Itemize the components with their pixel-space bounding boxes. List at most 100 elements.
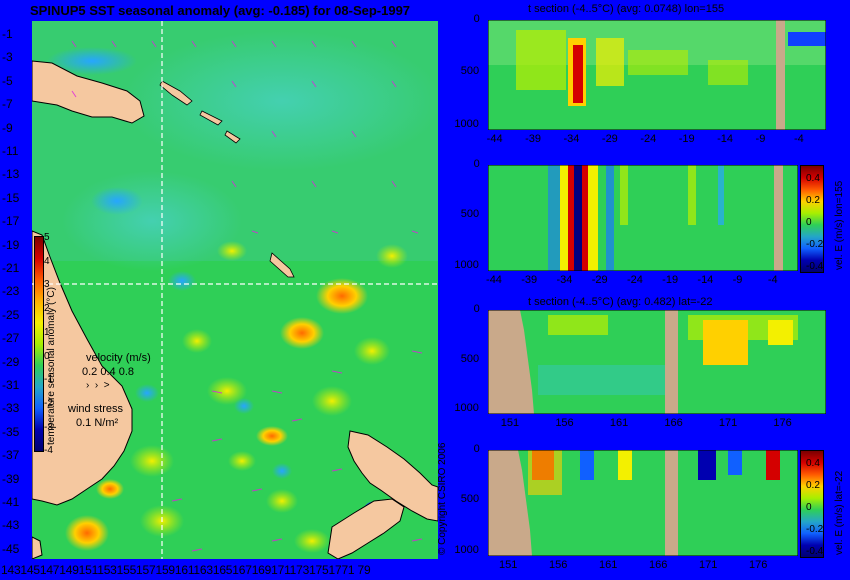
lat-tick-label: -7 xyxy=(2,97,13,112)
cool-region xyxy=(538,365,678,395)
warm-eddy xyxy=(96,479,124,499)
warm-eddy xyxy=(312,386,352,416)
lat-tick-label: -31 xyxy=(2,378,20,392)
new-zealand-land xyxy=(347,430,438,522)
lat-tick-label: -43 xyxy=(2,518,20,533)
cool-eddy xyxy=(168,271,196,291)
x-tick-label: -29 xyxy=(601,133,618,145)
lon-tick-labels: 1431451471491511531551571591611631651671… xyxy=(1,563,371,577)
x-tick-label: -44 xyxy=(486,274,502,286)
vel-band xyxy=(588,165,598,271)
x-tick-label: -34 xyxy=(556,274,573,286)
x-tick-label: -24 xyxy=(626,274,643,286)
vel-colorbar-tick: 0.4 xyxy=(806,173,820,184)
sst-colorbar-tick: -4 xyxy=(44,445,53,457)
x-tick-label: 156 xyxy=(549,559,568,571)
warm-eddy xyxy=(182,329,212,353)
velocity-legend-label: velocity (m/s) xyxy=(86,352,151,364)
x-tick-label: -19 xyxy=(662,274,679,286)
x-tick-label: -44 xyxy=(486,133,503,145)
land-mask xyxy=(776,20,785,130)
vel-band xyxy=(580,450,594,480)
vel-colorbar-tick: -0.4 xyxy=(806,546,824,557)
panel2-colorbar xyxy=(800,165,824,273)
island xyxy=(224,130,241,144)
x-tick-label: 176 xyxy=(773,417,792,429)
sst-colorbar-tick: 3 xyxy=(44,279,50,291)
warm-eddy xyxy=(294,529,330,553)
x-tick-label: 166 xyxy=(649,559,668,571)
sst-map xyxy=(32,21,438,559)
warm-eddy xyxy=(65,515,109,551)
vel-colorbar-tick: 0 xyxy=(806,502,812,513)
land-mask xyxy=(774,165,783,271)
x-tick-label: -19 xyxy=(678,133,695,145)
land-mask xyxy=(665,450,678,556)
warm-eddy xyxy=(130,445,174,477)
lat-tick-label: -39 xyxy=(2,471,20,486)
warm-eddy xyxy=(376,244,408,268)
velocity-legend-values: 0.2 0.4 0.8 xyxy=(82,366,134,378)
panel3-title: t section (-4..5°C) (avg: 0.482) lat=-22 xyxy=(528,296,713,308)
x-tick-label: -24 xyxy=(640,133,657,145)
warm-eddy xyxy=(280,317,324,349)
vel-band xyxy=(766,450,780,480)
eddy-teal xyxy=(122,31,438,171)
panel4-colorbar-label: vel. E (m/s) lat=-22 xyxy=(834,470,845,555)
vel-band xyxy=(568,165,574,271)
x-tick-label: -9 xyxy=(755,133,766,145)
sst-colorbar-tick: 0 xyxy=(44,350,50,362)
new-caledonia-land xyxy=(269,252,295,278)
cool-eddy xyxy=(135,384,159,402)
new-guinea-land xyxy=(32,60,145,124)
lat-tick-label: -35 xyxy=(2,424,20,439)
land-mask xyxy=(488,450,532,556)
lat-tick-label: -21 xyxy=(2,261,20,275)
warm-core xyxy=(573,45,583,103)
warm-region xyxy=(708,60,748,85)
warm-region xyxy=(703,320,748,365)
lat-tick-label: -29 xyxy=(2,354,20,369)
warm-eddy xyxy=(207,377,247,405)
warm-region xyxy=(596,38,624,86)
y-tick-label: 0 xyxy=(473,13,480,25)
vel-band xyxy=(718,165,724,225)
vel-band xyxy=(728,450,742,475)
lat-tick-label: -37 xyxy=(2,448,20,463)
cool-eddy xyxy=(91,187,143,215)
x-tick-label: -4 xyxy=(767,274,778,286)
sst-colorbar-tick: 1 xyxy=(44,326,50,338)
lat-tick-label: -41 xyxy=(2,495,20,509)
lat-tick-label: -3 xyxy=(2,50,13,65)
warm-eddy xyxy=(266,489,298,513)
lat-tick-label: -19 xyxy=(2,237,20,252)
y-tick-label: 500 xyxy=(460,352,480,365)
australia-land xyxy=(32,230,133,506)
warm-eddy xyxy=(316,278,368,314)
x-tick-label: -39 xyxy=(521,274,538,286)
panel2-section xyxy=(488,165,798,271)
vel-band xyxy=(618,450,632,480)
vel-colorbar-tick: -0.2 xyxy=(806,524,824,535)
x-tick-label: -39 xyxy=(525,133,541,145)
warm-eddy xyxy=(217,241,247,261)
vel-band xyxy=(528,450,562,495)
sst-colorbar-tick: 5 xyxy=(44,232,50,243)
warm-eddy xyxy=(354,337,390,365)
sst-colorbar-tick: 4 xyxy=(44,255,50,267)
warm-region xyxy=(768,320,793,345)
lat-tick-label: -1 xyxy=(2,27,13,41)
lat-tick-label: -13 xyxy=(2,167,20,182)
lat-tick-label: -11 xyxy=(2,144,19,158)
sst-colorbar-tick: -1 xyxy=(44,374,53,386)
panel4-section xyxy=(488,450,798,556)
x-tick-label: 176 xyxy=(749,559,768,571)
panel1-section xyxy=(488,20,826,130)
vel-colorbar-tick: 0 xyxy=(806,217,812,228)
vel-band xyxy=(688,165,696,225)
eddy-teal xyxy=(62,171,242,271)
x-tick-label: -4 xyxy=(793,133,804,145)
lat-tick-label: -33 xyxy=(2,401,20,416)
x-tick-label: -14 xyxy=(717,133,734,145)
cool-eddy xyxy=(234,398,254,414)
